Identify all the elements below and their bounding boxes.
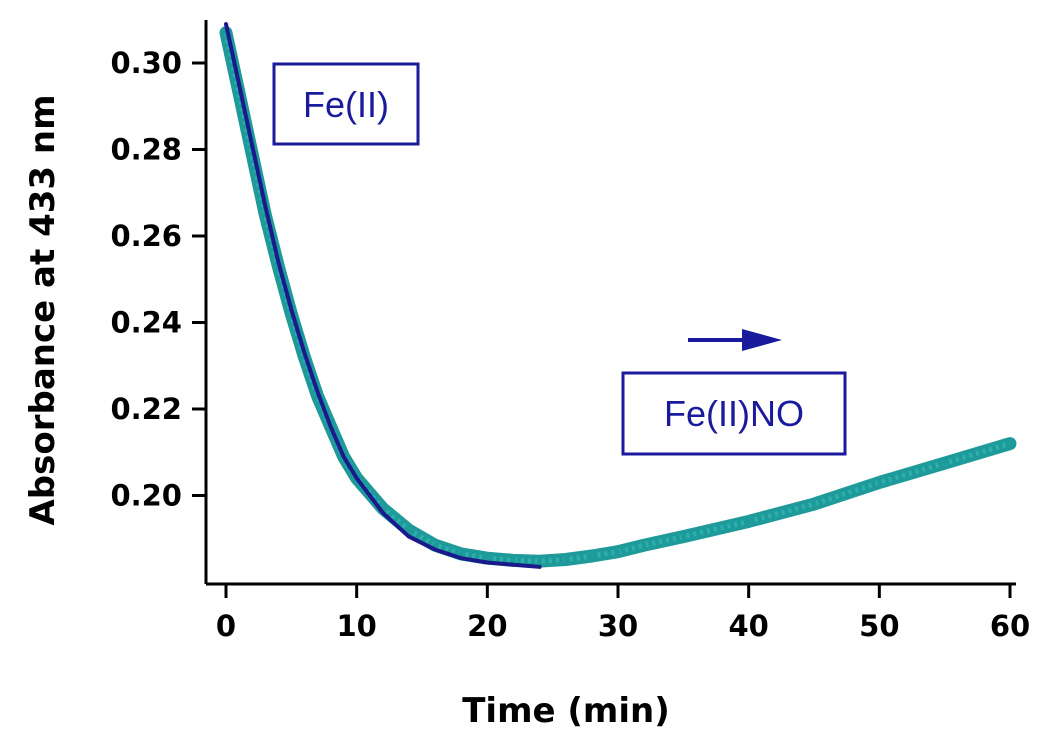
data-point-25: [876, 480, 882, 486]
data-point-13: [432, 542, 438, 548]
data-point-21: [641, 542, 647, 548]
data-point-26: [942, 460, 948, 466]
arrow-right-icon: [742, 329, 782, 351]
data-point-20: [615, 549, 621, 555]
y-axis-ticks: 0.20 0.22 0.24 0.26 0.28 0.30: [110, 46, 206, 513]
x-tick-label-0: 0: [216, 609, 236, 643]
x-axis-ticks: 0 10 20 30 40 50 60: [216, 584, 1030, 643]
data-point-18: [563, 557, 569, 563]
x-axis-title: Time (min): [462, 691, 670, 731]
y-axis-title: Absorbance at 433 nm: [23, 94, 63, 525]
x-tick-label-3: 30: [598, 609, 638, 643]
data-point-24: [811, 501, 817, 507]
data-point-22: [680, 534, 686, 540]
y-tick-label-1: 0.22: [110, 392, 182, 426]
annotation-fe-ii-no: Fe(II)NO: [621, 329, 847, 456]
series-data-trace: [223, 32, 1011, 564]
annotation-fe-ii-no-label: Fe(II)NO: [664, 393, 804, 434]
y-tick-label-0: 0.20: [110, 479, 182, 513]
data-point-15: [484, 555, 490, 561]
data-point-19: [589, 553, 595, 559]
annotation-fe-ii-label: Fe(II): [303, 84, 389, 125]
x-tick-label-6: 60: [990, 609, 1030, 643]
annotation-fe-ii-no-box: [621, 371, 847, 456]
x-tick-label-4: 40: [728, 609, 768, 643]
x-tick-label-5: 50: [859, 609, 899, 643]
y-tick-label-3: 0.26: [110, 219, 182, 253]
annotation-fe-ii-box: [272, 62, 420, 146]
series-layer: [219, 22, 1017, 569]
y-tick-label-4: 0.28: [110, 133, 182, 167]
data-point-17: [537, 558, 543, 564]
x-tick-label-2: 20: [467, 609, 507, 643]
annotation-fe-ii: Fe(II): [272, 62, 420, 146]
series-fit-line: [224, 22, 542, 569]
y-tick-label-5: 0.30: [110, 46, 182, 80]
data-point-16: [510, 557, 516, 563]
data-point-27: [1007, 441, 1013, 447]
data-point-23: [746, 518, 752, 524]
x-tick-label-1: 10: [336, 609, 376, 643]
y-tick-label-2: 0.24: [110, 306, 182, 340]
data-point-12: [406, 527, 412, 533]
data-point-14: [458, 551, 464, 557]
